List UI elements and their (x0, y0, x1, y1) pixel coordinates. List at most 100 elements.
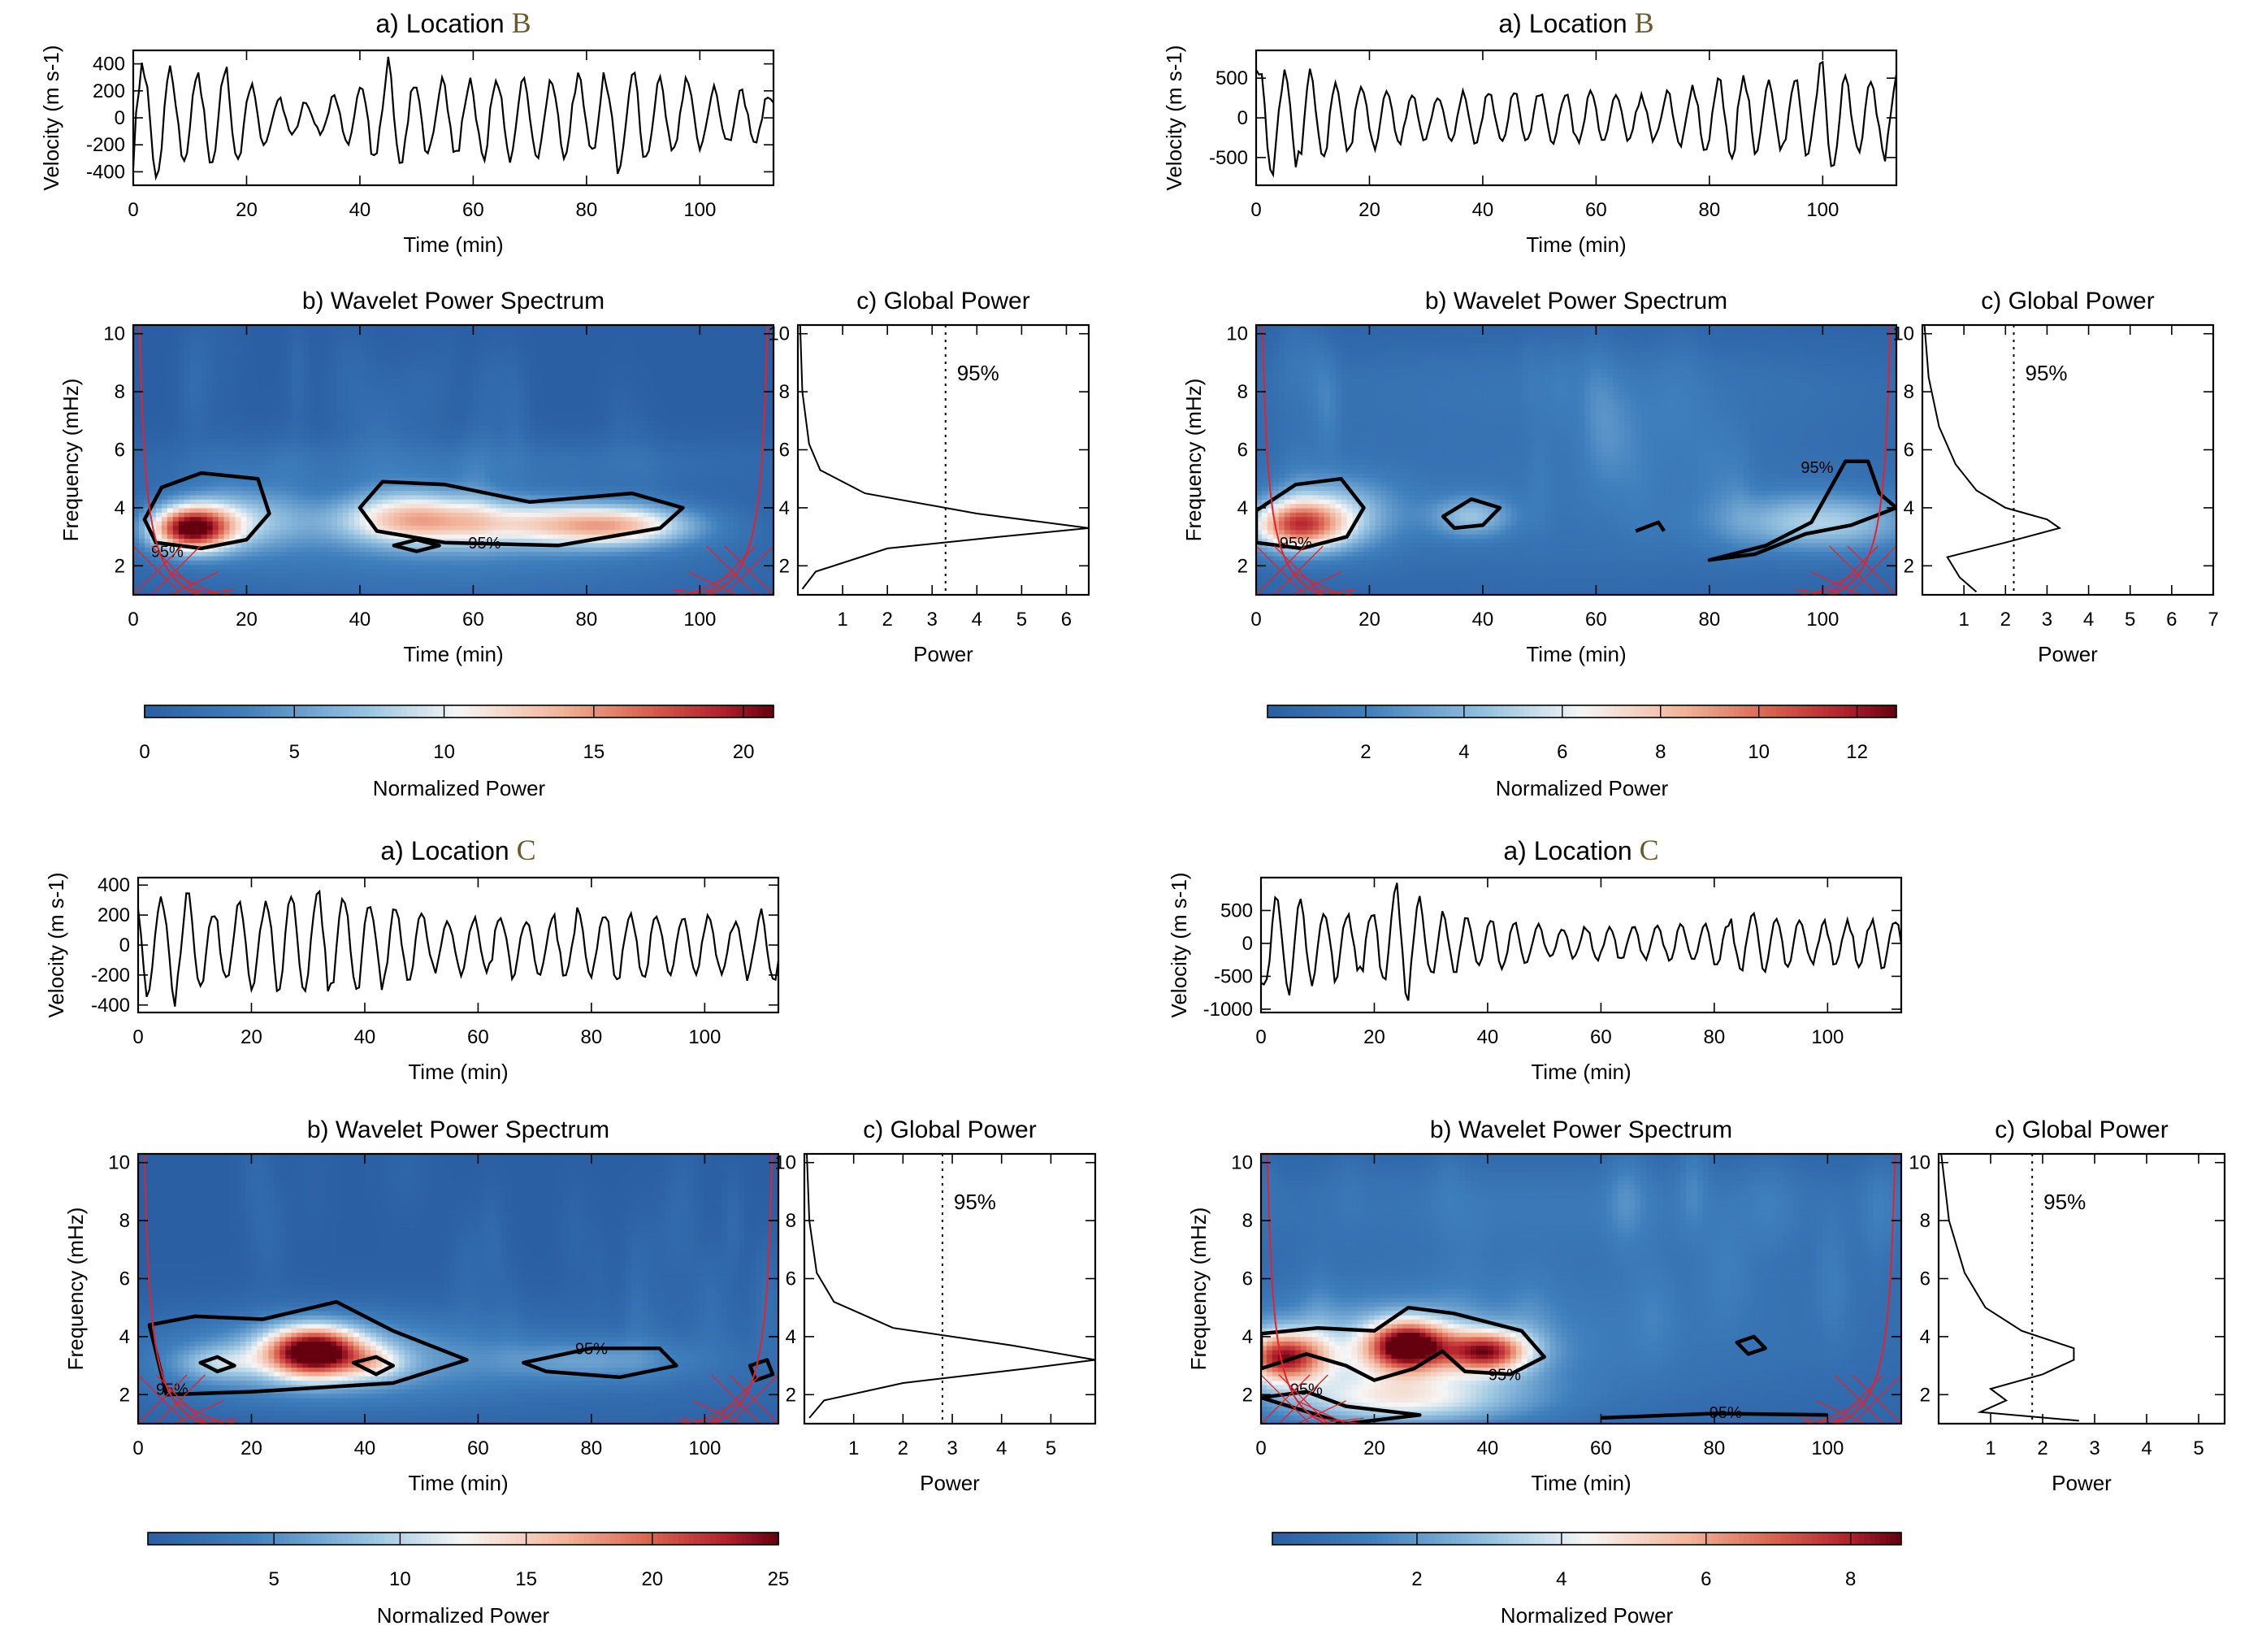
wavelet-cell (422, 399, 429, 404)
wavelet-cell (490, 356, 496, 361)
wavelet-cell (575, 547, 582, 552)
wavelet-cell (150, 377, 157, 382)
wavelet-cell (371, 434, 378, 439)
wavelet-cell (286, 504, 292, 509)
wavelet-cell (309, 438, 315, 443)
wavelet-cell (558, 347, 565, 352)
wavelet-cell (564, 390, 570, 395)
wavelet-cell (275, 334, 281, 339)
wavelet-cell (484, 386, 491, 391)
wavelet-cell (405, 512, 412, 517)
wavelet-cell (490, 530, 496, 535)
wavelet-cell (326, 417, 332, 422)
wavelet-cell (547, 417, 553, 422)
wavelet-cell (156, 395, 162, 400)
wavelet-cell (564, 443, 570, 448)
wavelet-cell (337, 338, 344, 343)
wavelet-cell (541, 538, 548, 543)
wavelet-cell (518, 356, 525, 361)
wavelet-cell (552, 560, 559, 565)
wavelet-cell (366, 525, 372, 530)
wavelet-cell (371, 477, 378, 482)
wavelet-cell (467, 525, 474, 530)
wavelet-cell (388, 451, 395, 456)
wavelet-cell (484, 347, 491, 352)
wavelet-cell (518, 421, 525, 426)
wavelet-cell (337, 430, 344, 435)
wavelet-cell (314, 417, 321, 422)
wavelet-cell (184, 338, 191, 343)
wavelet-cell (479, 408, 485, 413)
wavelet-cell (371, 399, 378, 404)
wavelet-cell (541, 356, 548, 361)
wavelet-cell (377, 356, 384, 361)
wavelet-cell (292, 417, 298, 422)
wavelet-cell (309, 395, 315, 400)
wavelet-cell (314, 390, 321, 395)
wavelet-cell (269, 534, 275, 539)
wavelet-cell (320, 525, 327, 530)
wavelet-cell (547, 447, 553, 452)
wavelet-cell (417, 430, 423, 435)
wavelet-cell (241, 456, 248, 461)
wavelet-cell (496, 386, 502, 391)
wavelet-cell (383, 460, 389, 465)
wavelet-cell (411, 390, 418, 395)
wavelet-cell (320, 369, 327, 374)
wavelet-cell (275, 390, 281, 395)
wavelet-cell (252, 342, 258, 347)
wavelet-cell (400, 508, 406, 513)
wavelet-cell (133, 434, 140, 439)
wavelet-cell (388, 369, 395, 374)
wavelet-cell (411, 425, 418, 430)
wavelet-cell (263, 425, 270, 430)
wavelet-cell (524, 456, 531, 461)
wavelet-cell (269, 338, 275, 343)
wavelet-cell (354, 356, 361, 361)
wavelet-cell (292, 373, 298, 378)
wavelet-cell (457, 565, 463, 570)
wavelet-cell (405, 430, 412, 435)
wavelet-heatmap: 95%95% (133, 325, 774, 596)
wavelet-cell (343, 399, 349, 404)
wavelet-cell (349, 451, 355, 456)
wavelet-cell (247, 377, 254, 382)
wavelet-cell (496, 347, 502, 352)
wavelet-cell (230, 447, 236, 452)
wavelet-cell (202, 347, 208, 352)
wavelet-cell (462, 373, 469, 378)
wavelet-cell (405, 560, 412, 565)
wavelet-cell (462, 417, 469, 422)
wavelet-cell (184, 390, 191, 395)
wavelet-cell (524, 334, 531, 339)
wavelet-cell (230, 386, 236, 391)
wavelet-cell (224, 395, 231, 400)
wavelet-cell (156, 447, 162, 452)
wavelet-cell (518, 473, 525, 478)
wavelet-cell (547, 360, 553, 365)
wavelet-cell (196, 408, 202, 413)
wavelet-cell (309, 421, 315, 426)
wavelet-cell (145, 573, 151, 578)
wavelet-cell (524, 482, 531, 487)
wavelet-cell (383, 382, 389, 387)
wavelet-cell (224, 460, 231, 465)
wavelet-cell (167, 334, 174, 339)
wavelet-cell (428, 582, 435, 587)
wavelet-cell (190, 364, 197, 369)
wavelet-cell (484, 425, 491, 430)
wavelet-cell (269, 386, 275, 391)
wavelet-cell (275, 438, 281, 443)
wavelet-cell (371, 373, 378, 378)
wavelet-cell (490, 382, 496, 387)
wavelet-cell (570, 369, 576, 374)
wavelet-cell (388, 390, 395, 395)
wavelet-cell (360, 421, 366, 426)
wavelet-cell (564, 342, 570, 347)
wavelet-cell (383, 364, 389, 369)
wavelet-cell (524, 408, 531, 413)
wavelet-cell (405, 447, 412, 452)
wavelet-cell (173, 451, 180, 456)
wavelet-cell (337, 417, 344, 422)
wavelet-cell (314, 399, 321, 404)
